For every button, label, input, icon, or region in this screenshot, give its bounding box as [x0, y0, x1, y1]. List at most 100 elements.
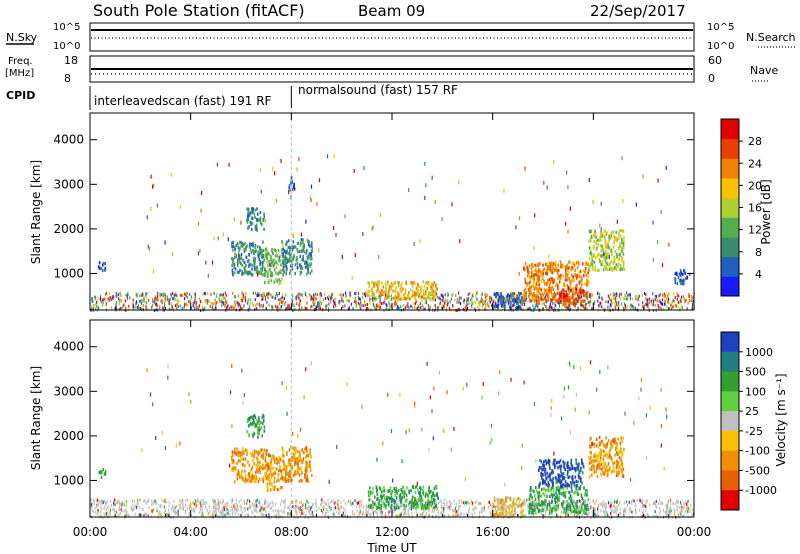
vel-ground-scatter-mark	[214, 513, 216, 517]
vel-ground-scatter-mark	[366, 511, 368, 515]
vel-ground-scatter-mark	[190, 504, 192, 508]
time-tick-label: 00:00	[73, 525, 108, 539]
vel-ground-scatter-mark	[442, 500, 444, 504]
vel-ground-scatter-mark	[125, 503, 128, 507]
vel-ground-scatter-mark	[435, 508, 437, 511]
power-scatter-region	[493, 291, 524, 310]
vel-ground-scatter-mark	[151, 499, 153, 503]
power-ground-scatter-mark	[498, 296, 500, 300]
power-ground-scatter-mark	[292, 302, 294, 306]
power-ground-scatter-mark	[287, 303, 289, 307]
power-ground-scatter-mark	[264, 297, 267, 301]
power-ground-scatter-mark	[616, 303, 618, 307]
power-ground-scatter-mark	[649, 301, 651, 305]
power-ground-scatter-mark	[389, 304, 391, 308]
vel-ground-scatter-mark	[456, 513, 458, 517]
vel-ground-scatter-mark	[449, 503, 451, 507]
power-ground-scatter-mark	[366, 294, 368, 297]
vel-ground-scatter-mark	[212, 498, 214, 502]
power-ground-scatter-mark	[546, 307, 548, 311]
power-ground-scatter-mark	[354, 296, 356, 300]
power-ground-scatter-mark	[463, 298, 466, 302]
power-ground-scatter-mark	[458, 298, 460, 302]
vel-ground-scatter-mark	[236, 509, 238, 513]
power-ground-scatter-mark	[207, 291, 209, 295]
power-ground-scatter-mark	[388, 302, 390, 306]
time-axis-label: Time UT	[366, 541, 417, 554]
vel-ground-scatter-mark	[590, 506, 592, 509]
power-ground-scatter-mark	[341, 298, 343, 302]
vel-ground-scatter-mark	[689, 507, 691, 511]
vel-ground-scatter-mark	[303, 512, 305, 516]
vel-ground-scatter-mark	[321, 498, 323, 502]
power-ground-scatter-mark	[654, 298, 656, 302]
vel-ground-scatter-mark	[409, 507, 411, 511]
vel-ground-scatter-mark	[249, 499, 251, 503]
power-ground-scatter-mark	[110, 298, 113, 302]
power-ground-scatter-mark	[288, 304, 290, 308]
vel-ground-scatter-mark	[478, 511, 480, 515]
power-ground-scatter-mark	[607, 300, 609, 304]
vel-ground-scatter-mark	[118, 513, 120, 517]
vel-ground-scatter-mark	[428, 509, 430, 513]
power-ground-scatter-mark	[390, 304, 392, 308]
power-ground-scatter-mark	[378, 303, 380, 307]
power-ground-scatter-mark	[634, 307, 636, 310]
vel-ground-scatter-mark	[113, 503, 115, 507]
vel-ground-scatter-mark	[635, 503, 637, 507]
power-ground-scatter-mark	[325, 307, 327, 311]
vel-ground-scatter-mark	[371, 498, 373, 502]
vel-ground-scatter-mark	[574, 514, 576, 517]
vel-ground-scatter-mark	[172, 507, 174, 511]
power-ground-scatter-mark	[610, 304, 612, 308]
power-colorbar-cell	[721, 197, 739, 218]
power-colorbar-tick-label: 12	[748, 224, 762, 237]
power-ground-scatter-mark	[483, 300, 485, 304]
vel-ground-scatter-mark	[124, 514, 126, 518]
vel-ground-scatter-mark	[204, 500, 206, 504]
vel-ground-scatter-mark	[298, 506, 300, 510]
vel-ground-scatter-mark	[268, 513, 270, 517]
vel-ground-scatter-mark	[202, 514, 204, 518]
vel-ground-scatter-mark	[658, 507, 660, 510]
vel-ground-scatter-mark	[524, 513, 526, 517]
power-ground-scatter-mark	[366, 303, 368, 306]
vel-ground-scatter-mark	[297, 504, 299, 508]
vel-ground-scatter-mark	[160, 505, 162, 509]
power-ground-scatter-mark	[216, 300, 219, 304]
vel-ground-scatter-mark	[487, 500, 490, 504]
vel-ground-scatter-mark	[605, 509, 607, 513]
power-ground-scatter-mark	[597, 292, 599, 296]
power-ground-scatter-mark	[294, 307, 296, 311]
vel-ground-scatter-mark	[399, 514, 401, 518]
vel-ground-scatter-mark	[164, 509, 166, 512]
vel-ground-scatter-mark	[282, 500, 284, 504]
nsky-tick-bottom: 10^0	[53, 41, 80, 52]
power-ground-scatter-mark	[449, 300, 451, 304]
power-ground-scatter-mark	[389, 304, 392, 308]
power-ground-scatter-mark	[359, 306, 361, 310]
power-ground-scatter-mark	[231, 305, 233, 309]
power-ground-scatter-mark	[536, 304, 538, 308]
vel-ground-scatter-mark	[567, 509, 569, 513]
vel-ground-scatter-mark	[114, 498, 116, 502]
power-ground-scatter-mark	[101, 303, 103, 307]
power-ground-scatter-mark	[95, 303, 97, 307]
vel-ground-scatter-mark	[164, 499, 166, 503]
power-ground-scatter-mark	[678, 300, 680, 304]
power-ground-scatter-mark	[225, 300, 227, 304]
power-ground-scatter-mark	[688, 294, 690, 297]
power-ground-scatter-mark	[112, 296, 114, 300]
vel-ground-scatter-mark	[245, 514, 247, 518]
vel-ground-scatter-mark	[593, 508, 595, 512]
power-ground-scatter-mark	[174, 304, 177, 308]
power-ground-scatter-mark	[284, 302, 286, 306]
power-ground-scatter-mark	[135, 293, 137, 297]
vel-ground-scatter-mark	[281, 499, 283, 503]
vel-ground-scatter-mark	[156, 509, 158, 513]
vel-ground-scatter-mark	[615, 500, 617, 504]
power-ytick-label: 1000	[53, 266, 84, 280]
power-ground-scatter-mark	[310, 304, 312, 308]
power-ground-scatter-mark	[291, 300, 293, 304]
